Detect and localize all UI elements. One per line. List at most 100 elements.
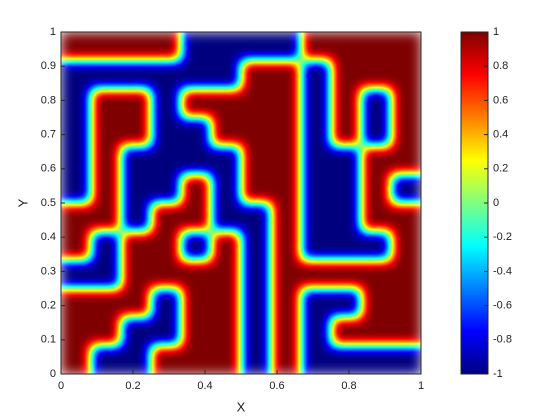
field — [61, 32, 421, 374]
cell — [331, 174, 362, 204]
cell — [241, 32, 272, 61]
colorbar-tick-label: -0.2 — [493, 231, 512, 243]
cell — [391, 32, 421, 61]
cell — [301, 317, 332, 346]
x-tick-label: 0.6 — [269, 380, 284, 392]
cell — [211, 288, 242, 318]
cell — [121, 117, 152, 147]
colorbar-tick-label: -1 — [493, 368, 503, 380]
cell — [121, 288, 152, 318]
colorbar-tick-label: 1 — [493, 26, 499, 38]
cell — [271, 146, 302, 175]
cell — [241, 260, 272, 289]
cell — [331, 146, 362, 175]
cell — [181, 317, 212, 346]
cell — [91, 260, 122, 289]
cell — [91, 89, 122, 118]
cell — [271, 317, 302, 346]
cell — [361, 260, 392, 289]
cell — [301, 146, 332, 175]
cell — [331, 89, 362, 118]
cell — [61, 89, 92, 118]
cell — [361, 117, 392, 147]
cell — [91, 146, 122, 175]
cell — [361, 174, 392, 204]
cell — [61, 32, 92, 61]
x-tick-label: 0.2 — [125, 380, 140, 392]
cell — [241, 345, 272, 374]
cell — [241, 231, 272, 261]
y-tick-label: 0.4 — [41, 231, 56, 243]
cell — [271, 260, 302, 289]
cell — [211, 231, 242, 261]
cell — [181, 60, 212, 90]
cell — [301, 260, 332, 289]
cell — [271, 117, 302, 147]
cell — [181, 146, 212, 175]
cell — [391, 174, 421, 204]
cell — [121, 260, 152, 289]
cells — [61, 32, 421, 374]
cell — [241, 317, 272, 346]
cell — [271, 60, 302, 90]
cell — [151, 203, 182, 232]
cell — [241, 288, 272, 318]
cell — [301, 203, 332, 232]
cell — [391, 60, 421, 90]
cell — [331, 260, 362, 289]
cell — [211, 89, 242, 118]
cell — [301, 345, 332, 374]
y-tick-label: 0.3 — [41, 265, 56, 277]
cell — [361, 288, 392, 318]
cell — [151, 260, 182, 289]
cell — [301, 288, 332, 318]
cell — [91, 174, 122, 204]
cell — [331, 317, 362, 346]
cell — [61, 260, 92, 289]
cell — [331, 345, 362, 374]
cell — [181, 345, 212, 374]
cell — [331, 203, 362, 232]
cell — [61, 60, 92, 90]
colorbar-tick-label: 0 — [493, 197, 499, 209]
cell — [391, 203, 421, 232]
cell — [181, 174, 212, 204]
colorbar-tick-label: -0.8 — [493, 334, 512, 346]
cell — [331, 288, 362, 318]
cell — [241, 117, 272, 147]
y-tick-label: 0.1 — [41, 334, 56, 346]
cell — [151, 231, 182, 261]
cell — [241, 89, 272, 118]
cell — [271, 32, 302, 61]
cell — [151, 345, 182, 374]
cell — [241, 146, 272, 175]
cell — [151, 146, 182, 175]
x-tick-label: 0.8 — [341, 380, 356, 392]
cell — [151, 288, 182, 318]
cell — [211, 146, 242, 175]
cell — [331, 60, 362, 90]
cell — [181, 32, 212, 61]
cell — [61, 345, 92, 374]
cell — [181, 288, 212, 318]
y-tick-label: 0.7 — [41, 129, 56, 141]
cell — [211, 32, 242, 61]
colorbar-tick-label: -0.6 — [493, 300, 512, 312]
cell — [181, 231, 212, 261]
cell — [91, 345, 122, 374]
colorbar-tick-label: -0.4 — [493, 265, 512, 277]
cell — [391, 345, 421, 374]
cell — [391, 288, 421, 318]
cell — [151, 174, 182, 204]
cell — [241, 203, 272, 232]
cell — [301, 89, 332, 118]
cell — [121, 174, 152, 204]
cell — [361, 32, 392, 61]
cell — [61, 288, 92, 318]
cell — [121, 146, 152, 175]
cell — [301, 117, 332, 147]
cell — [61, 203, 92, 232]
y-tick-label: 0.8 — [41, 94, 56, 106]
colorbar-tick-label: 0.8 — [493, 60, 508, 72]
